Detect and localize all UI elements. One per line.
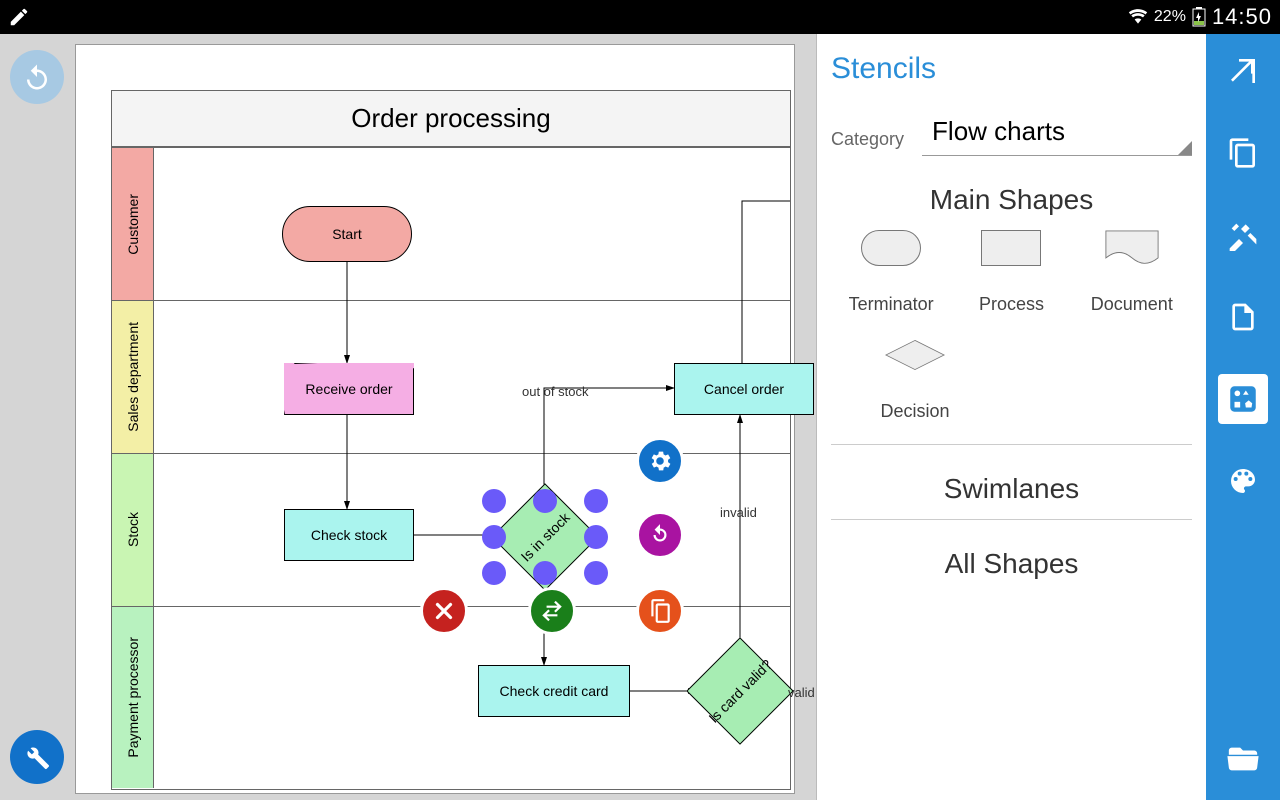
- stencil-process[interactable]: Process: [951, 230, 1071, 315]
- canvas-page[interactable]: Order processing CustomerSales departmen…: [75, 44, 795, 794]
- node-start[interactable]: Start: [282, 206, 412, 262]
- selection-handle[interactable]: [482, 525, 506, 549]
- node-cancel[interactable]: Cancel order: [674, 363, 814, 415]
- stencil-label: Document: [1091, 294, 1173, 315]
- section-main-shapes[interactable]: Main Shapes: [831, 184, 1192, 216]
- edge-label: invalid: [720, 505, 757, 520]
- stencil-label: Process: [979, 294, 1044, 315]
- action-refresh-button[interactable]: [636, 511, 684, 559]
- wrench-button[interactable]: [10, 730, 64, 784]
- edit-icon: [8, 6, 30, 28]
- stencil-label: Decision: [880, 401, 949, 422]
- lane-label: Sales department: [112, 301, 154, 453]
- battery-icon: [1192, 7, 1206, 27]
- copy-icon[interactable]: [1218, 128, 1268, 178]
- status-bar: 22% 14:50: [0, 0, 1280, 34]
- selection-handle[interactable]: [482, 561, 506, 585]
- node-valid[interactable]: Is card valid?: [702, 653, 778, 729]
- swimlane-container[interactable]: Order processing CustomerSales departmen…: [111, 90, 791, 790]
- folder-icon[interactable]: [1218, 734, 1268, 784]
- category-dropdown[interactable]: Flow charts: [922, 112, 1192, 156]
- document-preview-icon: [1102, 230, 1162, 266]
- category-label: Category: [831, 129, 904, 156]
- tools-icon[interactable]: [1218, 210, 1268, 260]
- stencils-panel: Stencils Category Flow charts Main Shape…: [816, 34, 1206, 800]
- lane-label: Payment processor: [112, 607, 154, 788]
- stencil-decision[interactable]: Decision: [855, 337, 975, 422]
- action-gear-button[interactable]: [636, 437, 684, 485]
- decision-preview-icon: [885, 337, 945, 373]
- lane-stock[interactable]: Stock: [112, 453, 790, 606]
- node-check[interactable]: Check stock: [284, 509, 414, 561]
- page-icon[interactable]: [1218, 292, 1268, 342]
- section-swimlanes[interactable]: Swimlanes: [831, 473, 1192, 505]
- edge-label: valid: [788, 685, 815, 700]
- selection-handle[interactable]: [533, 489, 557, 513]
- terminator-preview-icon: [861, 230, 921, 266]
- stencil-terminator[interactable]: Terminator: [831, 230, 951, 315]
- selection-handle[interactable]: [482, 489, 506, 513]
- section-all-shapes[interactable]: All Shapes: [831, 548, 1192, 580]
- right-toolbar: [1206, 34, 1280, 800]
- stencils-icon[interactable]: [1218, 374, 1268, 424]
- selection-handle[interactable]: [533, 561, 557, 585]
- wifi-icon: [1128, 7, 1148, 27]
- export-icon[interactable]: [1218, 46, 1268, 96]
- category-value: Flow charts: [932, 116, 1065, 146]
- swimlane-title[interactable]: Order processing: [112, 91, 790, 147]
- undo-button[interactable]: [10, 50, 64, 104]
- battery-text: 22%: [1154, 8, 1186, 26]
- action-swap-button[interactable]: [528, 587, 576, 635]
- action-delete-button[interactable]: [420, 587, 468, 635]
- node-receive[interactable]: Receive order: [284, 363, 414, 415]
- process-preview-icon: [981, 230, 1041, 266]
- stencils-title: Stencils: [831, 52, 1192, 86]
- app-root: Order processing CustomerSales departmen…: [0, 34, 1280, 800]
- clock-text: 14:50: [1212, 4, 1272, 30]
- stencil-document[interactable]: Document: [1072, 230, 1192, 315]
- lane-label: Stock: [112, 454, 154, 606]
- palette-icon[interactable]: [1218, 456, 1268, 506]
- stencil-label: Terminator: [849, 294, 934, 315]
- node-credit[interactable]: Check credit card: [478, 665, 630, 717]
- lane-customer[interactable]: Customer: [112, 147, 790, 300]
- edge-label: out of stock: [522, 384, 588, 399]
- action-copy-button[interactable]: [636, 587, 684, 635]
- lane-label: Customer: [112, 148, 154, 300]
- canvas-area[interactable]: Order processing CustomerSales departmen…: [0, 34, 816, 800]
